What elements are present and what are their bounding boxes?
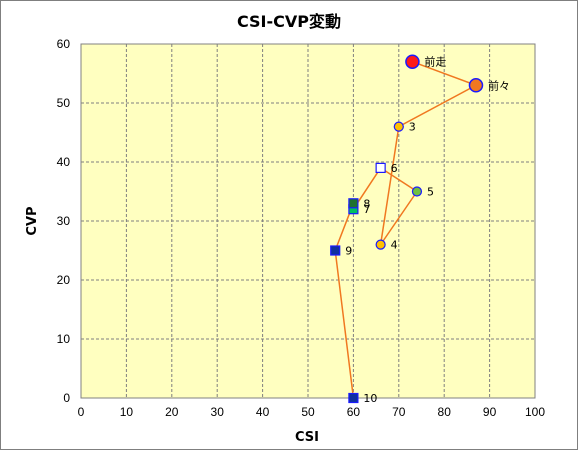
data-point [405,54,420,69]
data-label: 7 [363,203,370,216]
x-tick-label: 10 [120,405,134,419]
chart-title: CSI-CVP変動 [237,12,341,31]
data-label: 4 [391,239,398,252]
data-point [468,78,484,93]
x-tick-label: 60 [347,405,361,419]
x-tick-label: 50 [301,405,315,419]
data-point [393,121,404,132]
data-point [375,162,386,173]
x-tick-label: 70 [392,405,406,419]
y-tick-label: 40 [57,155,71,169]
data-label: 8 [363,197,370,210]
data-point [330,245,341,256]
data-point [411,186,423,197]
data-point [348,198,359,209]
data-label: 前走 [424,55,446,69]
y-tick-label: 60 [57,37,71,51]
y-tick-label: 20 [57,273,71,287]
data-point [375,239,386,250]
plot-border [80,43,536,399]
data-label: 6 [391,162,398,175]
x-tick-label: 30 [211,405,225,419]
x-tick-label: 0 [78,405,85,419]
data-point [348,392,359,404]
y-tick-label: 0 [63,391,70,405]
data-label: 9 [345,245,352,258]
y-tick-label: 50 [57,96,71,110]
series-line [334,60,478,399]
data-label: 10 [363,392,377,405]
y-axis-title: CVP [25,206,40,235]
x-tick-label: 40 [256,405,270,419]
y-tick-label: 30 [57,214,71,228]
tick-labels: 0 10 20 30 40 50 60 70 80 90 100 0 10 20 30 40 50 60 [57,37,546,419]
data-label: 5 [427,186,434,199]
grid [80,43,536,399]
x-axis-title: CSI [295,430,319,445]
x-tick-label: 80 [438,405,452,419]
x-tick-label: 100 [525,405,545,419]
data-label: 前々 [488,78,510,92]
x-tick-label: 20 [165,405,179,419]
x-tick-label: 90 [483,405,497,419]
data-label: 3 [409,121,416,134]
y-tick-label: 10 [57,332,71,346]
